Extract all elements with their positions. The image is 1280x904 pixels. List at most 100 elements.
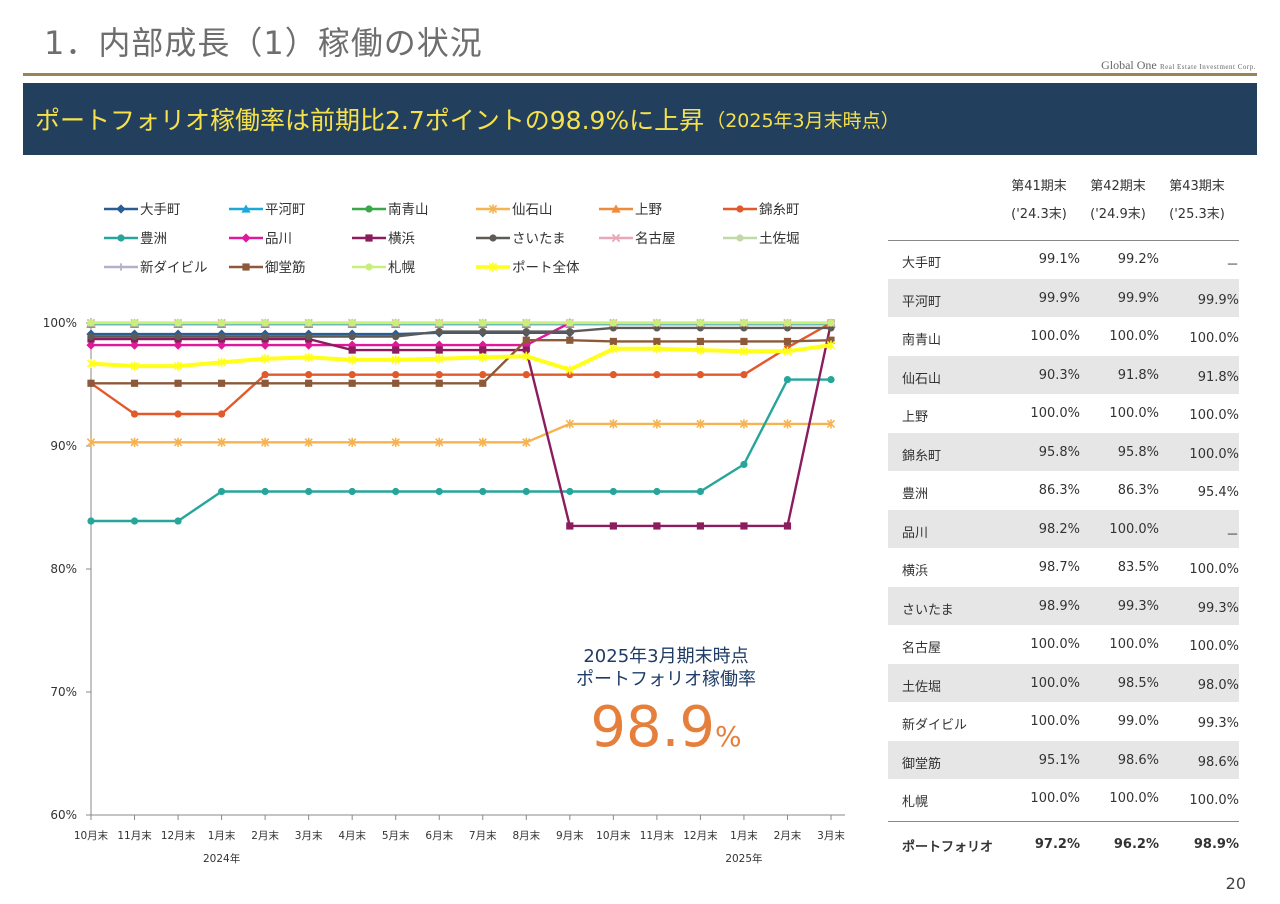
series-point <box>348 346 356 354</box>
legend-swatch-marker <box>488 204 498 214</box>
series-point <box>304 352 313 363</box>
occupancy-table: 第41期末 ('24.3末) 第42期末 ('24.9末) 第43期末 ('25… <box>888 173 1239 818</box>
series-point <box>348 371 356 379</box>
value-41: 100.0% <box>1030 329 1080 344</box>
total-label: ポートフォリオ <box>902 840 994 855</box>
series-point <box>86 437 96 447</box>
y-tick-label: 80% <box>50 562 77 576</box>
series-point <box>696 319 705 327</box>
x-tick-label: 9月末 <box>556 829 584 842</box>
series-point <box>653 324 661 332</box>
callout-value: 98.9% <box>540 693 792 772</box>
series-point <box>653 337 661 346</box>
series-point <box>86 358 96 369</box>
series-line-5 <box>90 321 832 416</box>
logo-sub-text: Real Estate Investment Corp. <box>1159 63 1256 71</box>
value-41: 95.1% <box>1038 752 1080 768</box>
series-point <box>435 379 443 387</box>
series-point <box>522 487 530 496</box>
logo-main-text: Global One <box>1101 58 1157 72</box>
series-point <box>696 487 705 496</box>
value-41: 90.3% <box>1038 367 1080 383</box>
series-point <box>435 319 443 327</box>
series-point <box>391 355 400 365</box>
legend-swatch-marker <box>365 263 373 271</box>
series-point <box>479 319 487 327</box>
table-row: さいたま 98.9% 99.3% 99.3% <box>888 586 1239 625</box>
series-point <box>783 337 792 346</box>
value-43: 100.0% <box>1189 446 1239 462</box>
series-point <box>653 522 661 530</box>
value-42: 100.0% <box>1109 406 1159 421</box>
table-body: 大手町 99.1% 99.2% － 平河町 99.9% 99.9% 99.9% 南青山 100.0… <box>888 240 1239 818</box>
table-row: 横浜 98.7% 83.5% 100.0% <box>888 548 1239 587</box>
value-43: － <box>1225 527 1239 543</box>
series-point <box>826 340 836 350</box>
value-42: 98.5% <box>1117 675 1159 691</box>
series-point <box>522 371 530 379</box>
table-row: 大手町 99.1% 99.2% － <box>888 240 1239 279</box>
series-point <box>130 361 139 371</box>
value-42: 100.0% <box>1109 791 1159 806</box>
series-point <box>653 371 661 379</box>
series-line-0 <box>91 331 570 336</box>
property-name: 南青山 <box>902 333 942 348</box>
header-period-42: 第42期末 ('24.9末) <box>1079 173 1157 229</box>
property-name: 新ダイビル <box>902 718 968 733</box>
value-42: 100.0% <box>1109 329 1159 344</box>
value-41: 98.7% <box>1038 560 1080 575</box>
series-point <box>653 487 661 496</box>
series-point <box>566 522 574 530</box>
x-tick-label: 1月末 <box>730 829 758 842</box>
series-point <box>217 410 226 418</box>
series-point <box>435 354 444 364</box>
value-42: 99.3% <box>1117 598 1159 614</box>
value-43: 91.8% <box>1197 369 1239 385</box>
series-point <box>392 379 400 387</box>
page-title: 1．内部成長（1）稼働の状況 <box>44 24 483 62</box>
series-point <box>783 419 792 429</box>
value-41: 99.9% <box>1038 290 1080 306</box>
legend-swatch-marker <box>736 205 744 213</box>
legend-swatch-marker <box>365 205 373 213</box>
series-point <box>827 336 835 344</box>
series-point <box>609 487 617 496</box>
series-point <box>696 324 705 332</box>
series-point <box>392 332 400 341</box>
series-point <box>783 346 792 356</box>
series-point <box>130 332 139 341</box>
series-point <box>129 340 140 350</box>
legend-label: 仙石山 <box>512 202 553 218</box>
total-41: 97.2% <box>1034 837 1080 852</box>
legend-swatch-marker <box>488 262 498 272</box>
value-42: 98.6% <box>1117 752 1159 768</box>
x-tick-label: 7月末 <box>469 829 497 842</box>
series-point <box>173 437 183 447</box>
legend-swatch-marker <box>365 234 373 242</box>
page-number: 20 <box>1225 874 1246 893</box>
series-point <box>130 410 139 418</box>
legend-label: 札幌 <box>388 260 415 276</box>
callout-number: 98.9 <box>590 695 716 760</box>
x-tick-label: 10月末 <box>74 829 109 842</box>
legend-label: 新ダイビル <box>140 260 208 276</box>
table-total-row: ポートフォリオ 97.2% 96.2% 98.9% <box>888 824 1239 862</box>
headline-banner: ポートフォリオ稼働率は前期比2.7ポイントの98.9%に上昇 （2025年3月末… <box>23 83 1257 155</box>
company-logo: Global One Real Estate Investment Corp. <box>1101 58 1256 73</box>
series-point <box>566 487 574 496</box>
property-name: 大手町 <box>902 256 942 271</box>
header-41-date: ('24.3末) <box>1011 207 1067 222</box>
series-point <box>435 346 443 354</box>
legend-swatch-marker <box>611 204 621 213</box>
table-row: 上野 100.0% 100.0% 100.0% <box>888 394 1239 433</box>
value-41: 86.3% <box>1038 483 1080 498</box>
series-point <box>609 344 618 354</box>
x-tick-label: 5月末 <box>382 829 410 842</box>
value-41: 100.0% <box>1030 791 1080 806</box>
x-tick-label: 11月末 <box>640 829 675 842</box>
series-point <box>348 319 356 327</box>
series-point <box>826 419 836 429</box>
x-tick-label: 2月末 <box>251 829 279 842</box>
legend-label: 品川 <box>265 231 292 247</box>
legend-label: 南青山 <box>388 202 429 218</box>
